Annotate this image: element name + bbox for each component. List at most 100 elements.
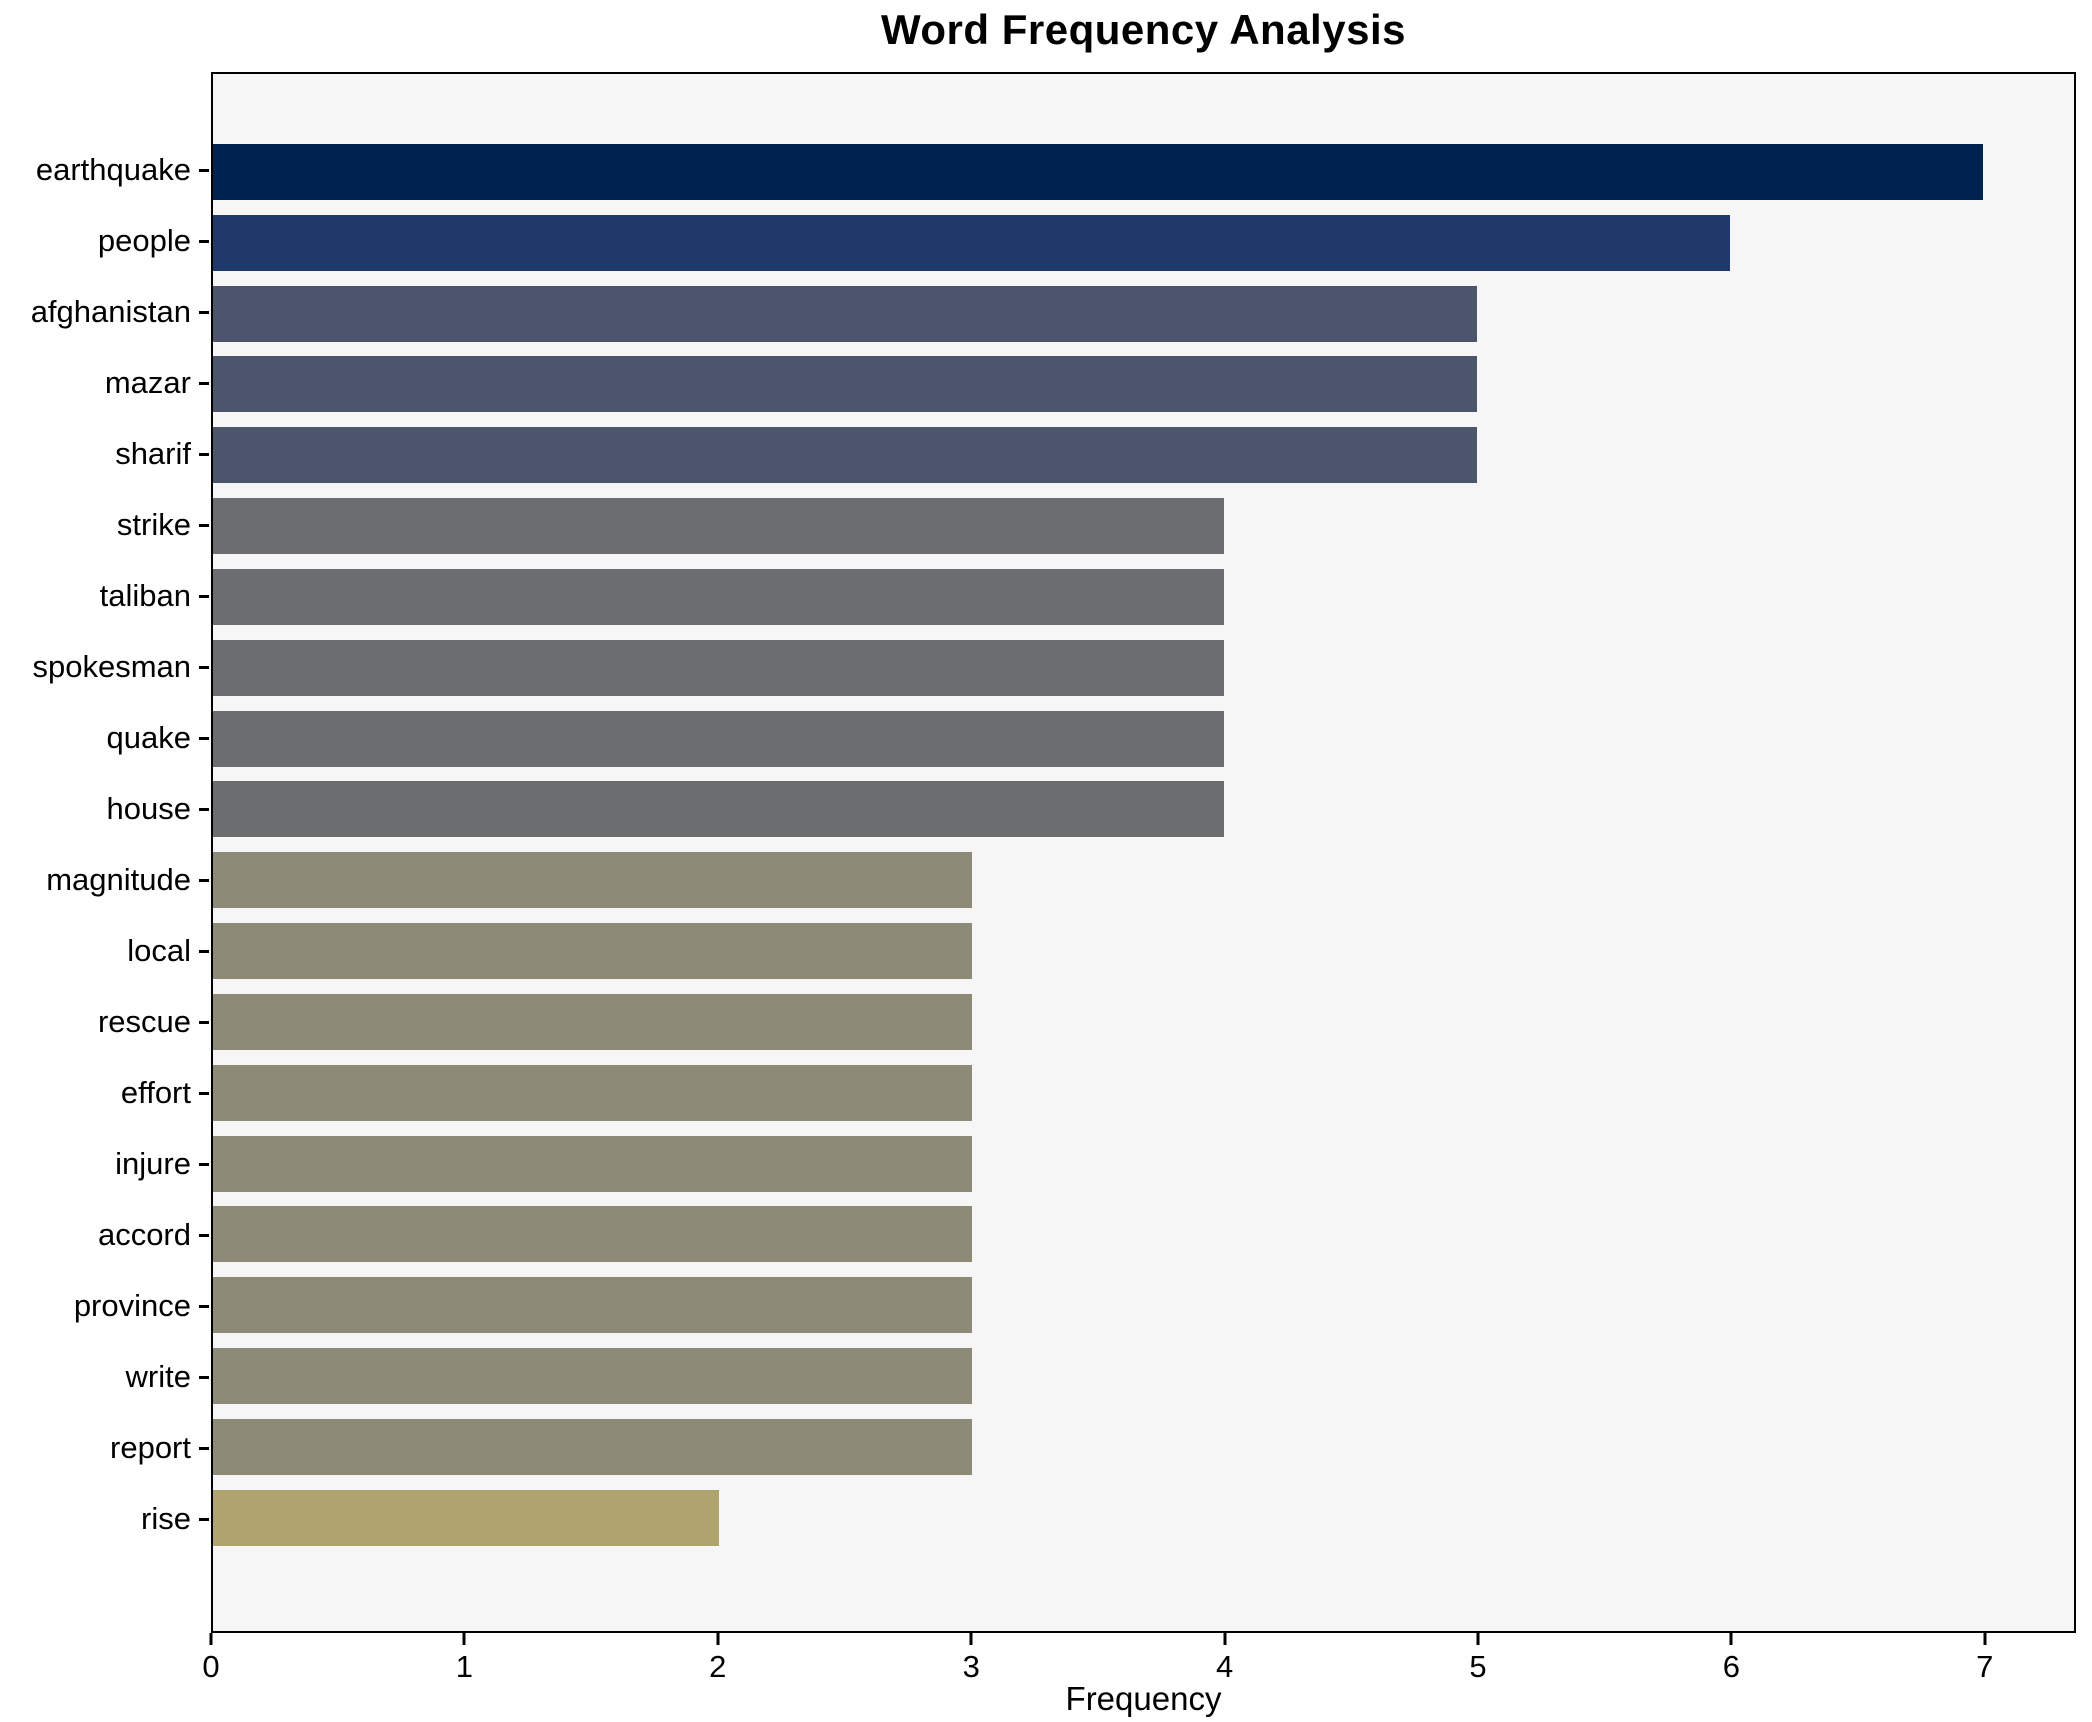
bar-afghanistan <box>213 285 1478 342</box>
x-tick-mark <box>209 1633 213 1645</box>
y-tick-row: effort <box>0 1065 209 1121</box>
y-tick-row: write <box>0 1349 209 1405</box>
y-tick-label: earthquake <box>35 152 191 187</box>
bar-row <box>213 923 2074 980</box>
y-tick-mark <box>199 1091 209 1095</box>
bar-rescue <box>213 993 972 1050</box>
bar-row <box>213 1064 2074 1121</box>
y-tick-row: mazar <box>0 355 209 411</box>
bar-local <box>213 923 972 980</box>
x-tick-label: 7 <box>1976 1649 1994 1684</box>
bar-row <box>213 852 2074 909</box>
y-tick-mark <box>199 168 209 172</box>
y-tick-label: house <box>106 791 191 826</box>
y-tick-label: people <box>97 223 191 258</box>
bar-row <box>213 1489 2074 1546</box>
y-tick-mark <box>199 878 209 882</box>
x-tick-label: 1 <box>455 1649 474 1684</box>
bar-effort <box>213 1064 972 1121</box>
bar-row <box>213 1348 2074 1405</box>
x-tick-mark <box>1983 1633 1987 1645</box>
y-tick-label: strike <box>116 507 191 542</box>
y-tick-row: taliban <box>0 568 209 624</box>
bar-earthquake <box>213 144 1983 200</box>
y-tick-label: taliban <box>99 578 191 613</box>
bar-mazar <box>213 356 1478 413</box>
y-tick-label: magnitude <box>46 862 191 897</box>
y-tick-row: province <box>0 1278 209 1334</box>
y-tick-mark <box>199 381 209 385</box>
y-tick-mark <box>199 1304 209 1308</box>
y-tick-row: magnitude <box>0 852 209 908</box>
bars-container <box>213 144 2074 1546</box>
x-tick-label: 0 <box>202 1649 220 1684</box>
y-tick-label: province <box>73 1288 191 1323</box>
y-tick-row: report <box>0 1420 209 1476</box>
y-tick-row: rise <box>0 1491 209 1547</box>
bar-report <box>213 1418 972 1475</box>
y-tick-label: effort <box>120 1075 191 1110</box>
y-tick-mark <box>199 1162 209 1166</box>
y-tick-mark <box>199 1020 209 1024</box>
y-tick-mark <box>199 1517 209 1521</box>
y-tick-row: local <box>0 923 209 979</box>
bar-row <box>213 710 2074 767</box>
y-tick-mark <box>199 310 209 314</box>
y-tick-mark <box>199 1233 209 1237</box>
y-tick-label: sharif <box>115 436 191 471</box>
y-tick-mark <box>199 1375 209 1379</box>
x-tick-mark <box>1729 1633 1733 1645</box>
x-tick-label: 6 <box>1722 1649 1740 1684</box>
chart-title: Word Frequency Analysis <box>881 6 1406 53</box>
bar-row <box>213 1418 2074 1475</box>
bar-write <box>213 1348 972 1405</box>
bar-province <box>213 1277 972 1334</box>
bar-row <box>213 1277 2074 1334</box>
y-tick-label: local <box>127 933 191 968</box>
y-tick-label: quake <box>106 720 191 755</box>
y-tick-mark <box>199 665 209 669</box>
y-tick-mark <box>199 736 209 740</box>
y-tick-row: strike <box>0 497 209 553</box>
bar-row <box>213 356 2074 413</box>
x-axis-title: Frequency <box>1065 1680 1222 1717</box>
bar-injure <box>213 1135 972 1192</box>
y-tick-mark <box>199 452 209 456</box>
bar-accord <box>213 1206 972 1263</box>
bar-sharif <box>213 427 1478 484</box>
bar-row <box>213 1206 2074 1263</box>
y-tick-label: injure <box>115 1146 191 1181</box>
bar-row <box>213 427 2074 484</box>
y-tick-mark <box>199 239 209 243</box>
bar-spokesman <box>213 639 1225 696</box>
y-axis-labels: earthquake people afghanistan mazar sharif st… <box>0 142 209 1547</box>
y-tick-label: rise <box>141 1501 191 1536</box>
x-axis-ticks: 0 1 2 3 4 5 6 7 <box>202 1633 2076 1693</box>
bar-row <box>213 214 2074 271</box>
y-tick-mark <box>199 949 209 953</box>
y-tick-label: report <box>110 1430 191 1465</box>
bar-people <box>213 214 1731 271</box>
y-tick-row: rescue <box>0 994 209 1050</box>
y-tick-label: mazar <box>104 365 191 400</box>
y-tick-mark <box>199 594 209 598</box>
y-tick-label: spokesman <box>32 649 191 684</box>
x-tick-label: 4 <box>1215 1649 1234 1684</box>
x-tick-mark <box>1476 1633 1480 1645</box>
bar-taliban <box>213 568 1225 625</box>
x-tick-label: 2 <box>709 1649 727 1684</box>
y-tick-mark <box>199 523 209 527</box>
y-tick-row: afghanistan <box>0 284 209 340</box>
y-tick-row: house <box>0 781 209 837</box>
plot-area <box>211 72 2076 1633</box>
bar-row <box>213 1135 2074 1192</box>
bar-row <box>213 498 2074 555</box>
bar-row <box>213 639 2074 696</box>
y-tick-row: accord <box>0 1207 209 1263</box>
x-tick-mark <box>462 1633 466 1645</box>
bar-rise <box>213 1489 719 1546</box>
x-tick-label: 5 <box>1469 1649 1487 1684</box>
x-tick-label: 3 <box>962 1649 980 1684</box>
y-tick-row: people <box>0 213 209 269</box>
